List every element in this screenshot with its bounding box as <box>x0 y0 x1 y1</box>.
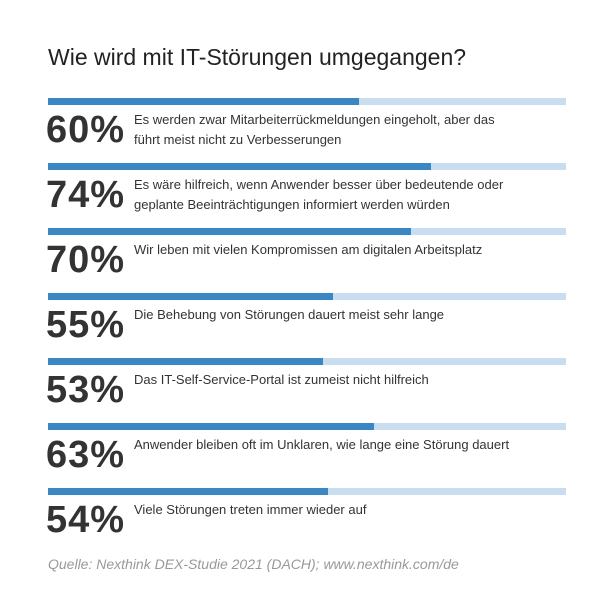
bar-track <box>48 163 566 170</box>
bar <box>48 228 411 235</box>
category-label: Das IT-Self-Service-Portal ist zumeist n… <box>134 372 429 387</box>
chart-title: Wie wird mit IT-Störungen umgegangen? <box>48 44 467 70</box>
category-label: Viele Störungen treten immer wieder auf <box>134 502 367 517</box>
bar-track <box>48 98 566 105</box>
value-label: 60% <box>46 109 126 151</box>
category-label: Es wäre hilfreich, wenn Anwender besser … <box>134 177 504 212</box>
bar <box>48 98 359 105</box>
value-label: 63% <box>46 434 126 476</box>
bar <box>48 423 375 430</box>
bar-track <box>48 293 566 300</box>
bar-track <box>48 358 566 365</box>
bar <box>48 358 323 365</box>
category-label: Anwender bleiben oft im Unklaren, wie la… <box>134 437 510 452</box>
value-label: 74% <box>46 174 126 216</box>
value-label: 53% <box>46 369 126 411</box>
bar <box>48 488 328 495</box>
bar-track <box>48 488 566 495</box>
value-label: 54% <box>46 499 126 541</box>
value-label: 70% <box>46 239 126 281</box>
bar <box>48 163 432 170</box>
bar <box>48 293 333 300</box>
bar-track <box>48 423 566 430</box>
category-label: Es werden zwar Mitarbeiterrückmeldungen … <box>134 112 495 147</box>
value-label: 55% <box>46 304 126 346</box>
category-label: Die Behebung von Störungen dauert meist … <box>134 307 445 322</box>
category-label: Wir leben mit vielen Kompromissen am dig… <box>134 242 483 257</box>
source-note: Quelle: Nexthink DEX-Studie 2021 (DACH);… <box>48 556 459 572</box>
bar-track <box>48 228 566 235</box>
